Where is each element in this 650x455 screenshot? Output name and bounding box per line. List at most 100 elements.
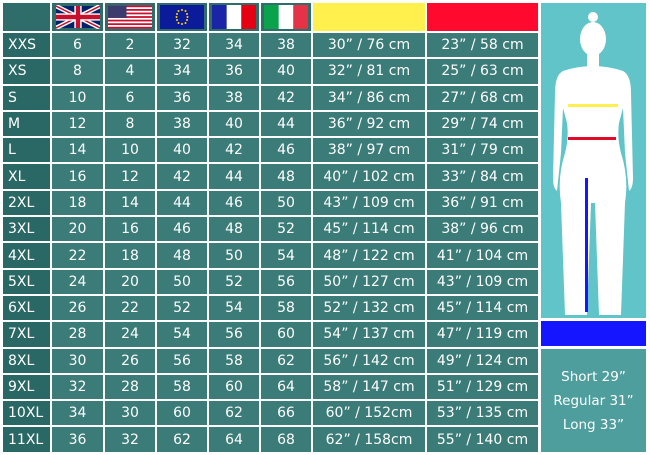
size-label: 4XL xyxy=(3,243,50,268)
table-cell: 36 xyxy=(52,427,103,452)
table-cell: 51” / 129 cm xyxy=(427,374,538,400)
table-cell: 36” / 92 cm xyxy=(313,111,425,137)
table-cell: 62” / 158cm xyxy=(313,427,425,452)
table-cell: 27” / 68 cm xyxy=(427,85,538,110)
table-cell: 46 xyxy=(157,217,207,242)
table-cell: 31” / 79 cm xyxy=(427,138,538,163)
table-cell: 32” / 81 cm xyxy=(313,59,425,84)
table-cell: 41” / 104 cm xyxy=(427,243,538,268)
table-cell: 36 xyxy=(209,59,259,84)
table-cell: 42 xyxy=(157,164,207,189)
table-cell: 58 xyxy=(261,295,311,321)
table-cell: 28 xyxy=(52,322,103,347)
size-label: 8XL xyxy=(3,348,50,373)
table-cell: 36 xyxy=(157,85,207,110)
table-cell: 44 xyxy=(209,164,259,189)
inseam-color-swatch xyxy=(541,321,646,346)
table-cell: 12 xyxy=(52,111,103,137)
inseam-regular: Regular 31” xyxy=(553,392,634,409)
table-cell: 34” / 86 cm xyxy=(313,85,425,110)
table-cell: 16 xyxy=(52,164,103,189)
table-cell: 16 xyxy=(105,217,155,242)
table-cell: 10 xyxy=(52,85,103,110)
table-cell: 56 xyxy=(157,348,207,373)
table-cell: 50 xyxy=(209,243,259,268)
size-label: 10XL xyxy=(3,401,50,426)
table-cell: 29” / 74 cm xyxy=(427,111,538,137)
table-cell: 38” / 96 cm xyxy=(427,217,538,242)
table-cell: 22 xyxy=(52,243,103,268)
size-label: L xyxy=(3,138,50,163)
us-flag-icon xyxy=(105,3,155,31)
table-cell: 40” / 102 cm xyxy=(313,164,425,189)
table-cell: 30 xyxy=(105,401,155,426)
table-cell: 4 xyxy=(105,59,155,84)
table-cell: 53” / 135 cm xyxy=(427,401,538,426)
table-cell: 66 xyxy=(261,401,311,426)
corner-cell xyxy=(3,3,50,31)
table-cell: 54 xyxy=(261,243,311,268)
body-figure-panel xyxy=(541,3,646,318)
table-cell: 48 xyxy=(157,243,207,268)
table-cell: 48 xyxy=(261,164,311,189)
table-cell: 38” / 97 cm xyxy=(313,138,425,163)
table-cell: 34 xyxy=(157,59,207,84)
table-cell: 6 xyxy=(105,85,155,110)
size-label: 6XL xyxy=(3,295,50,321)
table-cell: 56” / 142 cm xyxy=(313,348,425,373)
table-cell: 26 xyxy=(105,348,155,373)
table-cell: 54” / 137 cm xyxy=(313,322,425,347)
body-silhouette-icon xyxy=(553,12,633,315)
table-cell: 40 xyxy=(157,138,207,163)
table-cell: 58 xyxy=(209,348,259,373)
table-cell: 10 xyxy=(105,138,155,163)
table-cell: 32 xyxy=(52,374,103,400)
table-cell: 58” / 147 cm xyxy=(313,374,425,400)
table-cell: 40 xyxy=(209,111,259,137)
table-cell: 42 xyxy=(261,85,311,110)
table-cell: 33” / 84 cm xyxy=(427,164,538,189)
table-cell: 62 xyxy=(261,348,311,373)
table-cell: 18 xyxy=(105,243,155,268)
table-cell: 20 xyxy=(105,269,155,294)
table-cell: 28 xyxy=(105,374,155,400)
table-cell: 30” / 76 cm xyxy=(313,33,425,58)
table-cell: 32 xyxy=(105,427,155,452)
table-cell: 50 xyxy=(261,190,311,216)
size-label: 3XL xyxy=(3,217,50,242)
table-cell: 48” / 122 cm xyxy=(313,243,425,268)
table-cell: 48 xyxy=(209,217,259,242)
table-cell: 2 xyxy=(105,33,155,58)
table-cell: 64 xyxy=(261,374,311,400)
size-label: 2XL xyxy=(3,190,50,216)
table-cell: 43” / 109 cm xyxy=(427,269,538,294)
size-label: 9XL xyxy=(3,374,50,400)
table-cell: 55” / 140 cm xyxy=(427,427,538,452)
size-label: 11XL xyxy=(3,427,50,452)
table-cell: 45” / 114 cm xyxy=(427,295,538,321)
size-chart-table: XXS 6 2 32 34 38 30” / 76 cm 23” / 58 cm XS 8 4 34 3… xyxy=(3,3,538,452)
table-cell: 38 xyxy=(261,33,311,58)
table-cell: 68 xyxy=(261,427,311,452)
table-cell: 52 xyxy=(157,295,207,321)
table-cell: 8 xyxy=(105,111,155,137)
table-cell: 20 xyxy=(52,217,103,242)
size-label: S xyxy=(3,85,50,110)
table-cell: 60” / 152cm xyxy=(313,401,425,426)
table-cell: 46 xyxy=(261,138,311,163)
table-cell: 14 xyxy=(105,190,155,216)
table-cell: 44 xyxy=(261,111,311,137)
table-cell: 56 xyxy=(261,269,311,294)
table-cell: 24 xyxy=(105,322,155,347)
table-cell: 42 xyxy=(209,138,259,163)
table-cell: 25” / 63 cm xyxy=(427,59,538,84)
table-cell: 54 xyxy=(209,295,259,321)
table-cell: 43” / 109 cm xyxy=(313,190,425,216)
table-cell: 50” / 127 cm xyxy=(313,269,425,294)
table-cell: 50 xyxy=(157,269,207,294)
table-cell: 52 xyxy=(261,217,311,242)
size-label: 5XL xyxy=(3,269,50,294)
size-label: 7XL xyxy=(3,322,50,347)
table-cell: 12 xyxy=(105,164,155,189)
table-cell: 6 xyxy=(52,33,103,58)
